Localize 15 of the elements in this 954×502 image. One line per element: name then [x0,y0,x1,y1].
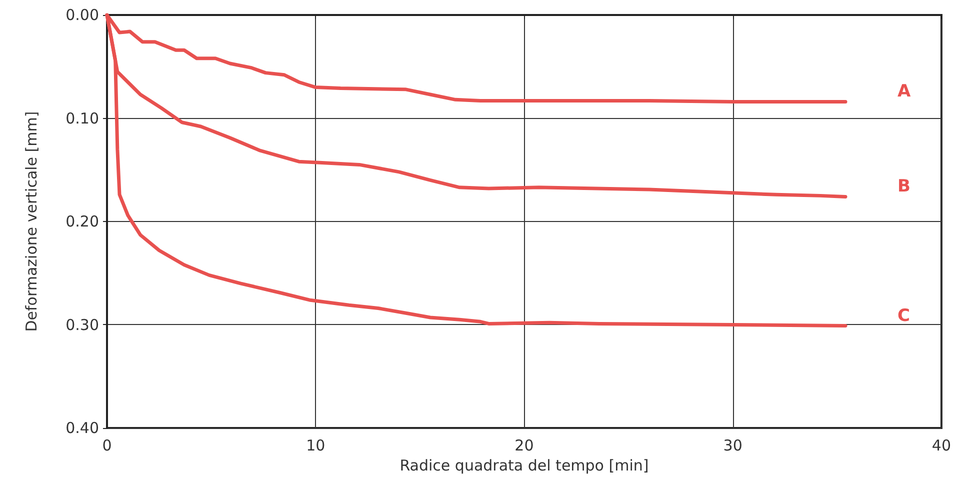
text: A [897,82,912,102]
text: C [897,306,910,326]
x-tick-label: 20 [514,436,534,454]
y-tick-label: 0.20 [66,212,99,230]
x-tick-label: 0 [102,436,112,454]
y-tick-label: 0.40 [66,419,99,437]
x-tick-label: 10 [306,436,326,454]
x-tick-label: 40 [932,436,952,454]
text: B [897,176,910,197]
x-tick-label: 30 [723,436,742,454]
y-tick-label: 0.30 [66,316,99,334]
x-axis-title: Radice quadrata del tempo [min] [400,456,649,474]
y-tick-label: 0.10 [66,109,99,128]
y-tick-label: 0.00 [66,6,99,24]
y-axis-title: Deformazione verticale [mm] [22,111,40,332]
